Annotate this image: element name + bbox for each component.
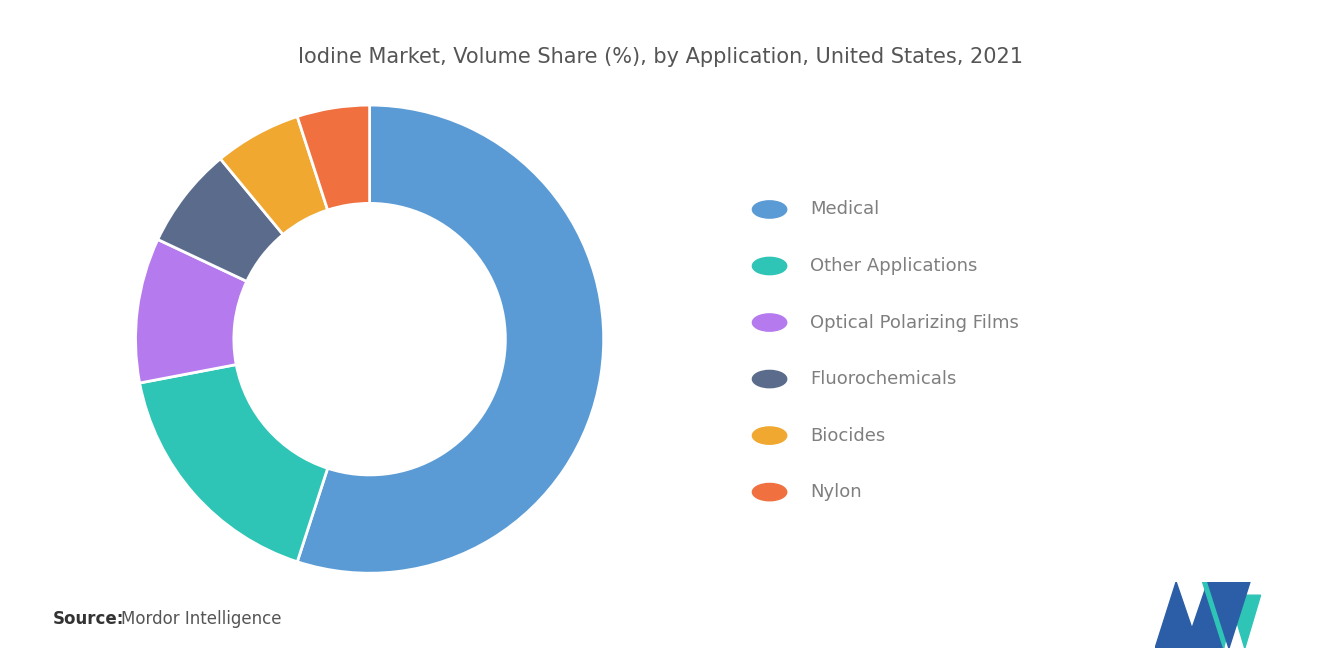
Text: Fluorochemicals: Fluorochemicals [810,370,957,388]
Wedge shape [158,159,282,281]
Text: Source:: Source: [53,610,124,628]
Wedge shape [140,364,327,562]
Wedge shape [220,116,327,235]
Text: Other Applications: Other Applications [810,257,978,275]
Wedge shape [136,239,247,383]
Polygon shape [1208,582,1250,648]
Text: Biocides: Biocides [810,426,886,445]
Text: Nylon: Nylon [810,483,862,501]
Wedge shape [297,105,370,210]
Text: Iodine Market, Volume Share (%), by Application, United States, 2021: Iodine Market, Volume Share (%), by Appl… [297,47,1023,66]
Polygon shape [1155,582,1224,648]
Polygon shape [1203,582,1239,648]
Text: Mordor Intelligence: Mordor Intelligence [121,610,282,628]
Text: Medical: Medical [810,200,879,219]
Wedge shape [297,105,603,573]
Polygon shape [1229,595,1261,648]
Text: Optical Polarizing Films: Optical Polarizing Films [810,313,1019,332]
